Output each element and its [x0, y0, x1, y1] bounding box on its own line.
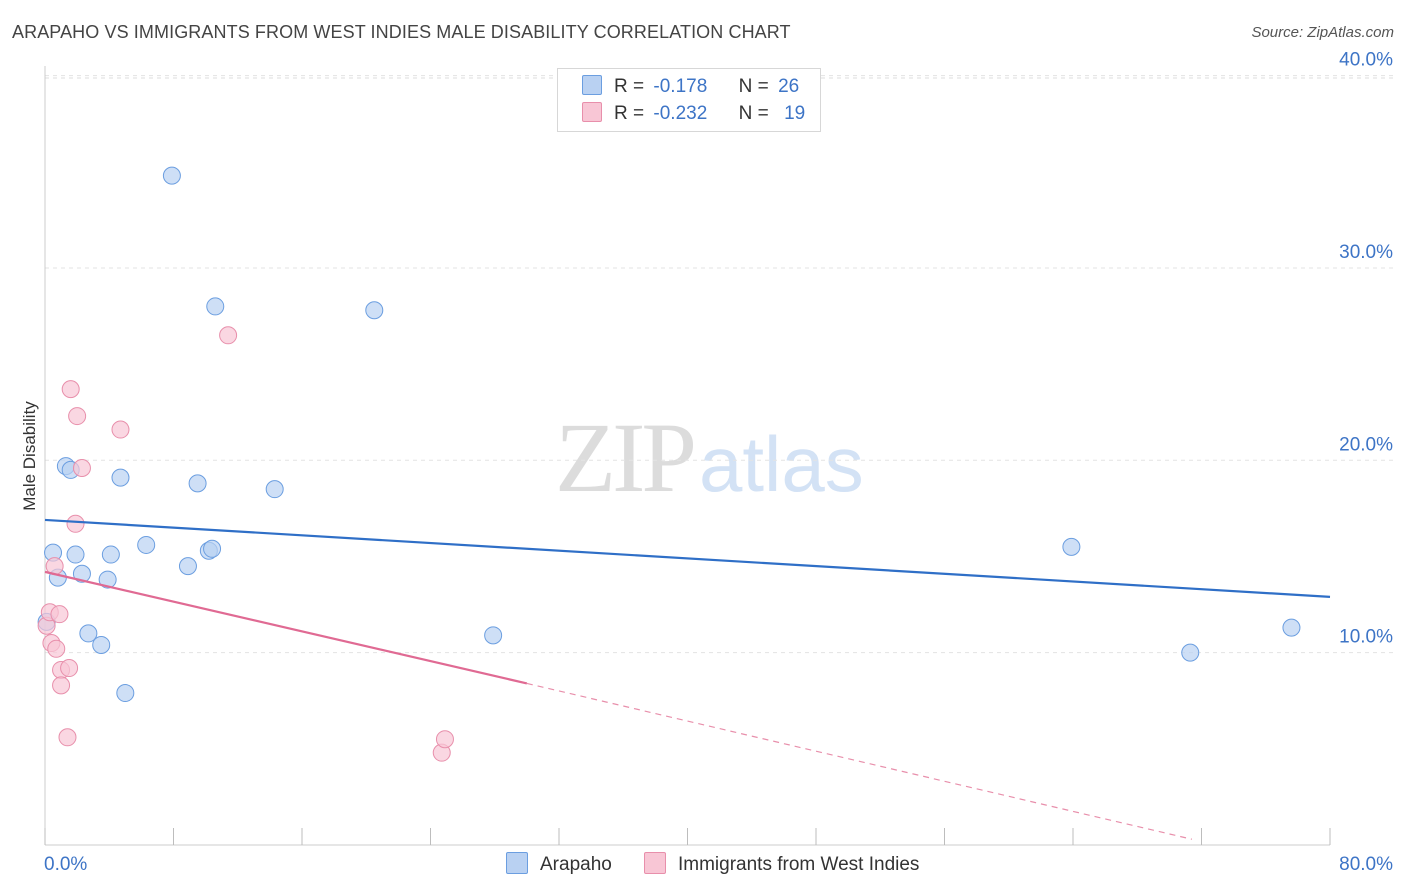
- legend-swatch-arapaho: [582, 75, 602, 95]
- series-legend-arapaho: Arapaho: [506, 852, 612, 876]
- source-label: Source: ZipAtlas.com: [1251, 24, 1394, 41]
- watermark-zip: ZIP: [555, 402, 697, 513]
- data-point-arapaho: [203, 539, 222, 558]
- series-label-west-indies: Immigrants from West Indies: [678, 854, 920, 875]
- data-point-west-indies: [111, 420, 130, 439]
- data-point-west-indies: [52, 676, 71, 695]
- data-point-arapaho: [111, 468, 130, 487]
- data-point-west-indies: [61, 380, 80, 399]
- legend-row-west-indies: R = -0.232 N = 19: [582, 102, 805, 126]
- data-point-arapaho: [137, 535, 156, 554]
- legend-r-label: R =: [614, 76, 645, 97]
- data-point-arapaho: [92, 635, 111, 654]
- series-swatch-arapaho: [506, 852, 528, 874]
- data-point-arapaho: [101, 545, 120, 564]
- watermark: ZIPatlas: [555, 400, 864, 515]
- data-point-arapaho: [79, 624, 98, 643]
- data-point-west-indies: [72, 459, 91, 478]
- legend-n-label: N =: [738, 103, 769, 124]
- x-tick-label: 80.0%: [1339, 854, 1393, 875]
- data-point-west-indies: [60, 659, 79, 678]
- trend-line-west-indies: [44, 570, 528, 685]
- series-swatch-west-indies: [644, 852, 666, 874]
- data-point-arapaho: [188, 474, 207, 493]
- legend-n-value: 26: [778, 76, 800, 97]
- data-point-arapaho: [206, 297, 225, 316]
- data-point-arapaho: [178, 557, 197, 576]
- data-point-arapaho: [72, 564, 91, 583]
- data-point-arapaho: [365, 301, 384, 320]
- trend-line-west-indies-extension: [526, 682, 1192, 840]
- legend-r-value: -0.178: [653, 76, 708, 97]
- legend: R = -0.178 N = 26 R = -0.232 N = 19: [557, 68, 821, 132]
- legend-swatch-west-indies: [582, 102, 602, 122]
- data-point-west-indies: [50, 605, 69, 624]
- series-label-arapaho: Arapaho: [540, 854, 612, 875]
- series-legend: Arapaho Immigrants from West Indies: [0, 852, 1406, 878]
- legend-n-value: 19: [784, 103, 806, 124]
- data-point-west-indies: [58, 728, 77, 747]
- legend-row-arapaho: R = -0.178 N = 26: [582, 75, 799, 99]
- data-point-arapaho: [116, 684, 135, 703]
- data-point-arapaho: [484, 626, 503, 645]
- data-point-west-indies: [435, 730, 454, 749]
- data-point-west-indies: [219, 326, 238, 345]
- data-point-arapaho: [1062, 537, 1081, 556]
- legend-r-value: -0.232: [653, 103, 708, 124]
- data-point-arapaho: [98, 570, 117, 589]
- data-point-west-indies: [68, 407, 87, 426]
- data-point-arapaho: [66, 545, 85, 564]
- data-point-arapaho: [1181, 643, 1200, 662]
- data-point-west-indies: [66, 514, 85, 533]
- chart-title: ARAPAHO VS IMMIGRANTS FROM WEST INDIES M…: [12, 22, 791, 42]
- x-tick-label: 0.0%: [44, 854, 87, 875]
- data-point-west-indies: [47, 639, 66, 658]
- y-tick-label: 10.0%: [1339, 627, 1393, 648]
- y-tick-label: 40.0%: [1339, 50, 1393, 71]
- watermark-atlas: atlas: [699, 420, 864, 508]
- y-tick-label: 30.0%: [1339, 242, 1393, 263]
- legend-r-label: R =: [614, 103, 645, 124]
- data-point-arapaho: [265, 480, 284, 499]
- series-legend-west-indies: Immigrants from West Indies: [644, 852, 919, 876]
- legend-n-label: N =: [738, 76, 769, 97]
- data-point-arapaho: [1282, 618, 1301, 637]
- data-point-arapaho: [162, 166, 181, 185]
- y-tick-label: 20.0%: [1339, 434, 1393, 455]
- trend-line-arapaho: [44, 518, 1331, 598]
